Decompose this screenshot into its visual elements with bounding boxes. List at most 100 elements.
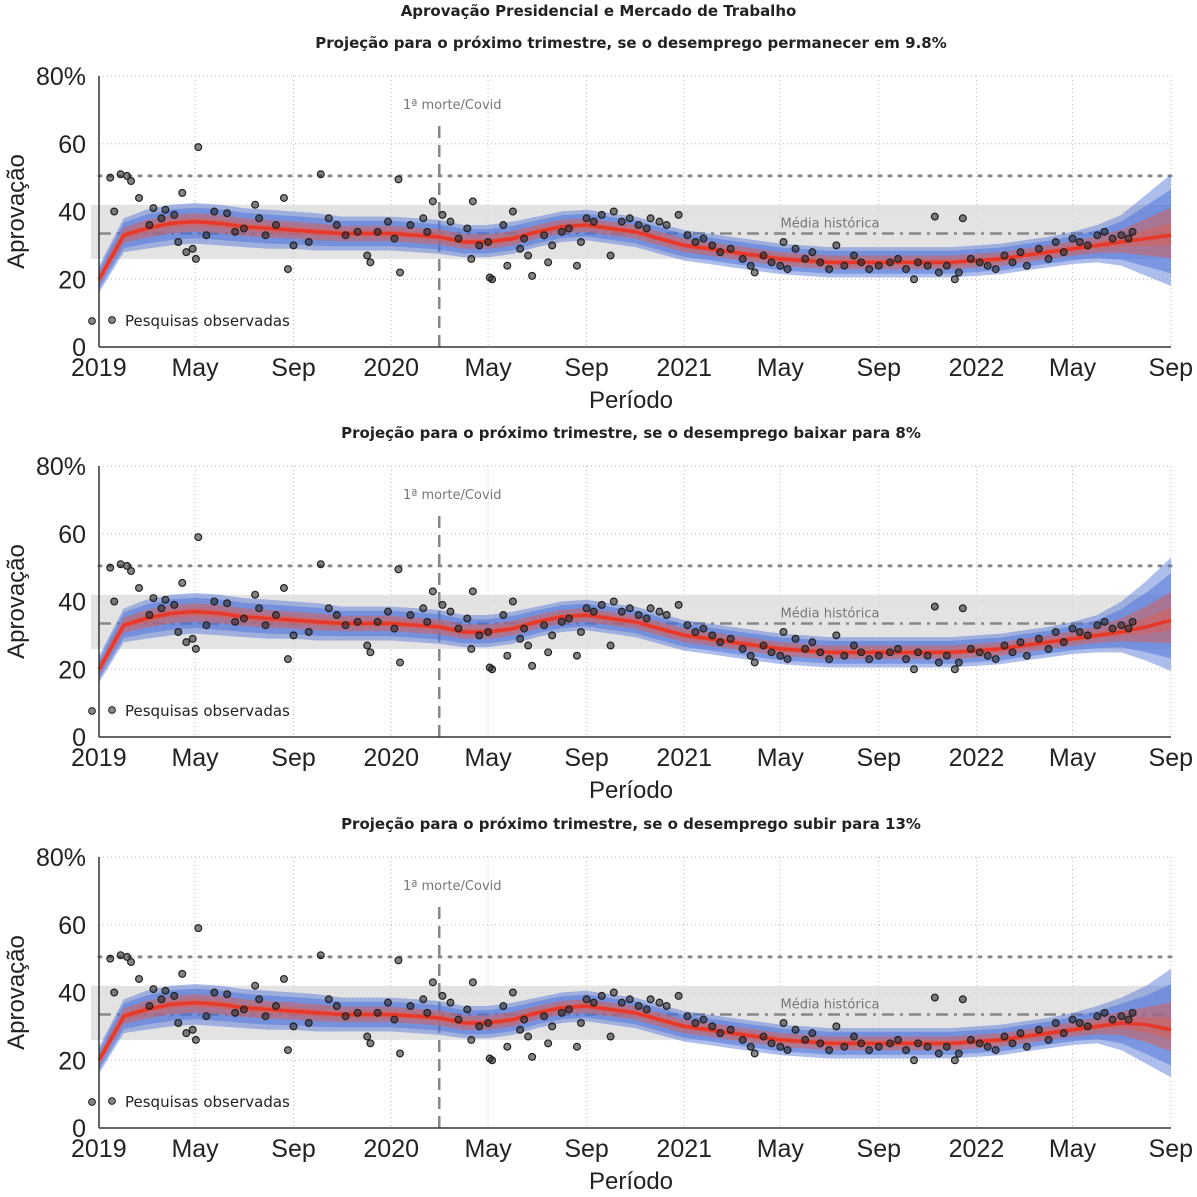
poll-point: [865, 655, 874, 664]
x-axis-label: Período: [589, 777, 673, 804]
poll-point: [438, 600, 447, 609]
poll-point: [783, 655, 792, 664]
poll-point: [655, 607, 664, 616]
poll-point: [646, 995, 655, 1004]
poll-point: [341, 621, 350, 630]
poll-point: [324, 995, 333, 1004]
poll-point: [1093, 1012, 1102, 1021]
legend-marker: [88, 707, 96, 715]
poll-point: [893, 1035, 902, 1044]
panel-title: Projeção para o próximo trimestre, se o …: [341, 424, 921, 442]
poll-point: [396, 1049, 405, 1058]
x-tick-label: 2019: [71, 1135, 127, 1163]
poll-point: [283, 655, 292, 664]
poll-point: [1051, 237, 1060, 246]
poll-point: [857, 648, 866, 657]
poll-point: [1128, 1008, 1137, 1017]
x-tick-label: May: [757, 354, 805, 382]
poll-point: [1000, 1032, 1009, 1041]
x-tick-label: 2021: [656, 354, 712, 382]
poll-point: [149, 594, 158, 603]
poll-point: [396, 268, 405, 277]
legend-label: Pesquisas observadas: [125, 1093, 290, 1111]
poll-point: [934, 268, 943, 277]
poll-point: [642, 1005, 651, 1014]
poll-point: [428, 197, 437, 206]
poll-point: [683, 231, 692, 240]
poll-point: [468, 587, 477, 596]
poll-point: [832, 241, 841, 250]
mean-label: Média histórica: [781, 607, 880, 622]
poll-point: [528, 1052, 537, 1061]
poll-point: [874, 1042, 883, 1051]
poll-point: [1022, 651, 1031, 660]
poll-point: [779, 627, 788, 636]
poll-point: [528, 271, 537, 280]
poll-point: [576, 627, 585, 636]
poll-point: [1093, 621, 1102, 630]
poll-point: [145, 611, 154, 620]
poll-point: [857, 258, 866, 267]
poll-point: [161, 986, 170, 995]
poll-point: [170, 210, 179, 219]
poll-point: [958, 214, 967, 223]
poll-point: [1117, 231, 1126, 240]
poll-point: [251, 200, 260, 209]
poll-point: [316, 170, 325, 179]
poll-point: [910, 665, 919, 674]
x-tick-label: May: [464, 1135, 512, 1163]
poll-point: [540, 1012, 549, 1021]
poll-point: [1108, 624, 1117, 633]
poll-point: [467, 254, 476, 263]
poll-point: [874, 261, 883, 270]
poll-point: [182, 1029, 191, 1038]
poll-point: [934, 1049, 943, 1058]
poll-point: [223, 990, 232, 999]
poll-point: [188, 1025, 197, 1034]
poll-point: [849, 1032, 858, 1041]
poll-point: [484, 627, 493, 636]
poll-point: [942, 261, 951, 270]
poll-point: [1008, 258, 1017, 267]
poll-point: [776, 1042, 785, 1051]
poll-point: [634, 1002, 643, 1011]
poll-point: [279, 974, 288, 983]
poll-point: [332, 611, 341, 620]
poll-point: [194, 533, 203, 542]
poll-point: [463, 1005, 472, 1014]
poll-point: [373, 1008, 382, 1017]
poll-point: [606, 641, 615, 650]
poll-point: [289, 241, 298, 250]
poll-point: [170, 991, 179, 1000]
poll-point: [1100, 1008, 1109, 1017]
poll-point: [902, 1046, 911, 1055]
poll-point: [716, 248, 725, 257]
poll-point: [423, 227, 432, 236]
y-axis-label: Aprovação: [3, 154, 30, 269]
poll-point: [1075, 627, 1084, 636]
poll-point: [983, 1042, 992, 1051]
poll-point: [825, 265, 834, 274]
panel-title: Projeção para o próximo trimestre, se o …: [341, 815, 921, 833]
poll-point: [110, 207, 119, 216]
poll-point: [609, 207, 618, 216]
poll-point: [832, 1022, 841, 1031]
poll-point: [1108, 1015, 1117, 1024]
poll-point: [548, 1022, 557, 1031]
poll-point: [178, 969, 187, 978]
poll-point: [178, 188, 187, 197]
poll-point: [438, 991, 447, 1000]
poll-point: [528, 661, 537, 670]
poll-point: [779, 237, 788, 246]
poll-point: [923, 651, 932, 660]
poll-point: [954, 268, 963, 277]
poll-point: [488, 665, 497, 674]
poll-point: [930, 212, 939, 221]
mean-label: Média histórica: [781, 217, 880, 232]
poll-point: [255, 214, 264, 223]
poll-point: [783, 1046, 792, 1055]
poll-point: [454, 1015, 463, 1024]
poll-point: [576, 237, 585, 246]
x-tick-label: May: [464, 744, 512, 772]
poll-point: [857, 1039, 866, 1048]
